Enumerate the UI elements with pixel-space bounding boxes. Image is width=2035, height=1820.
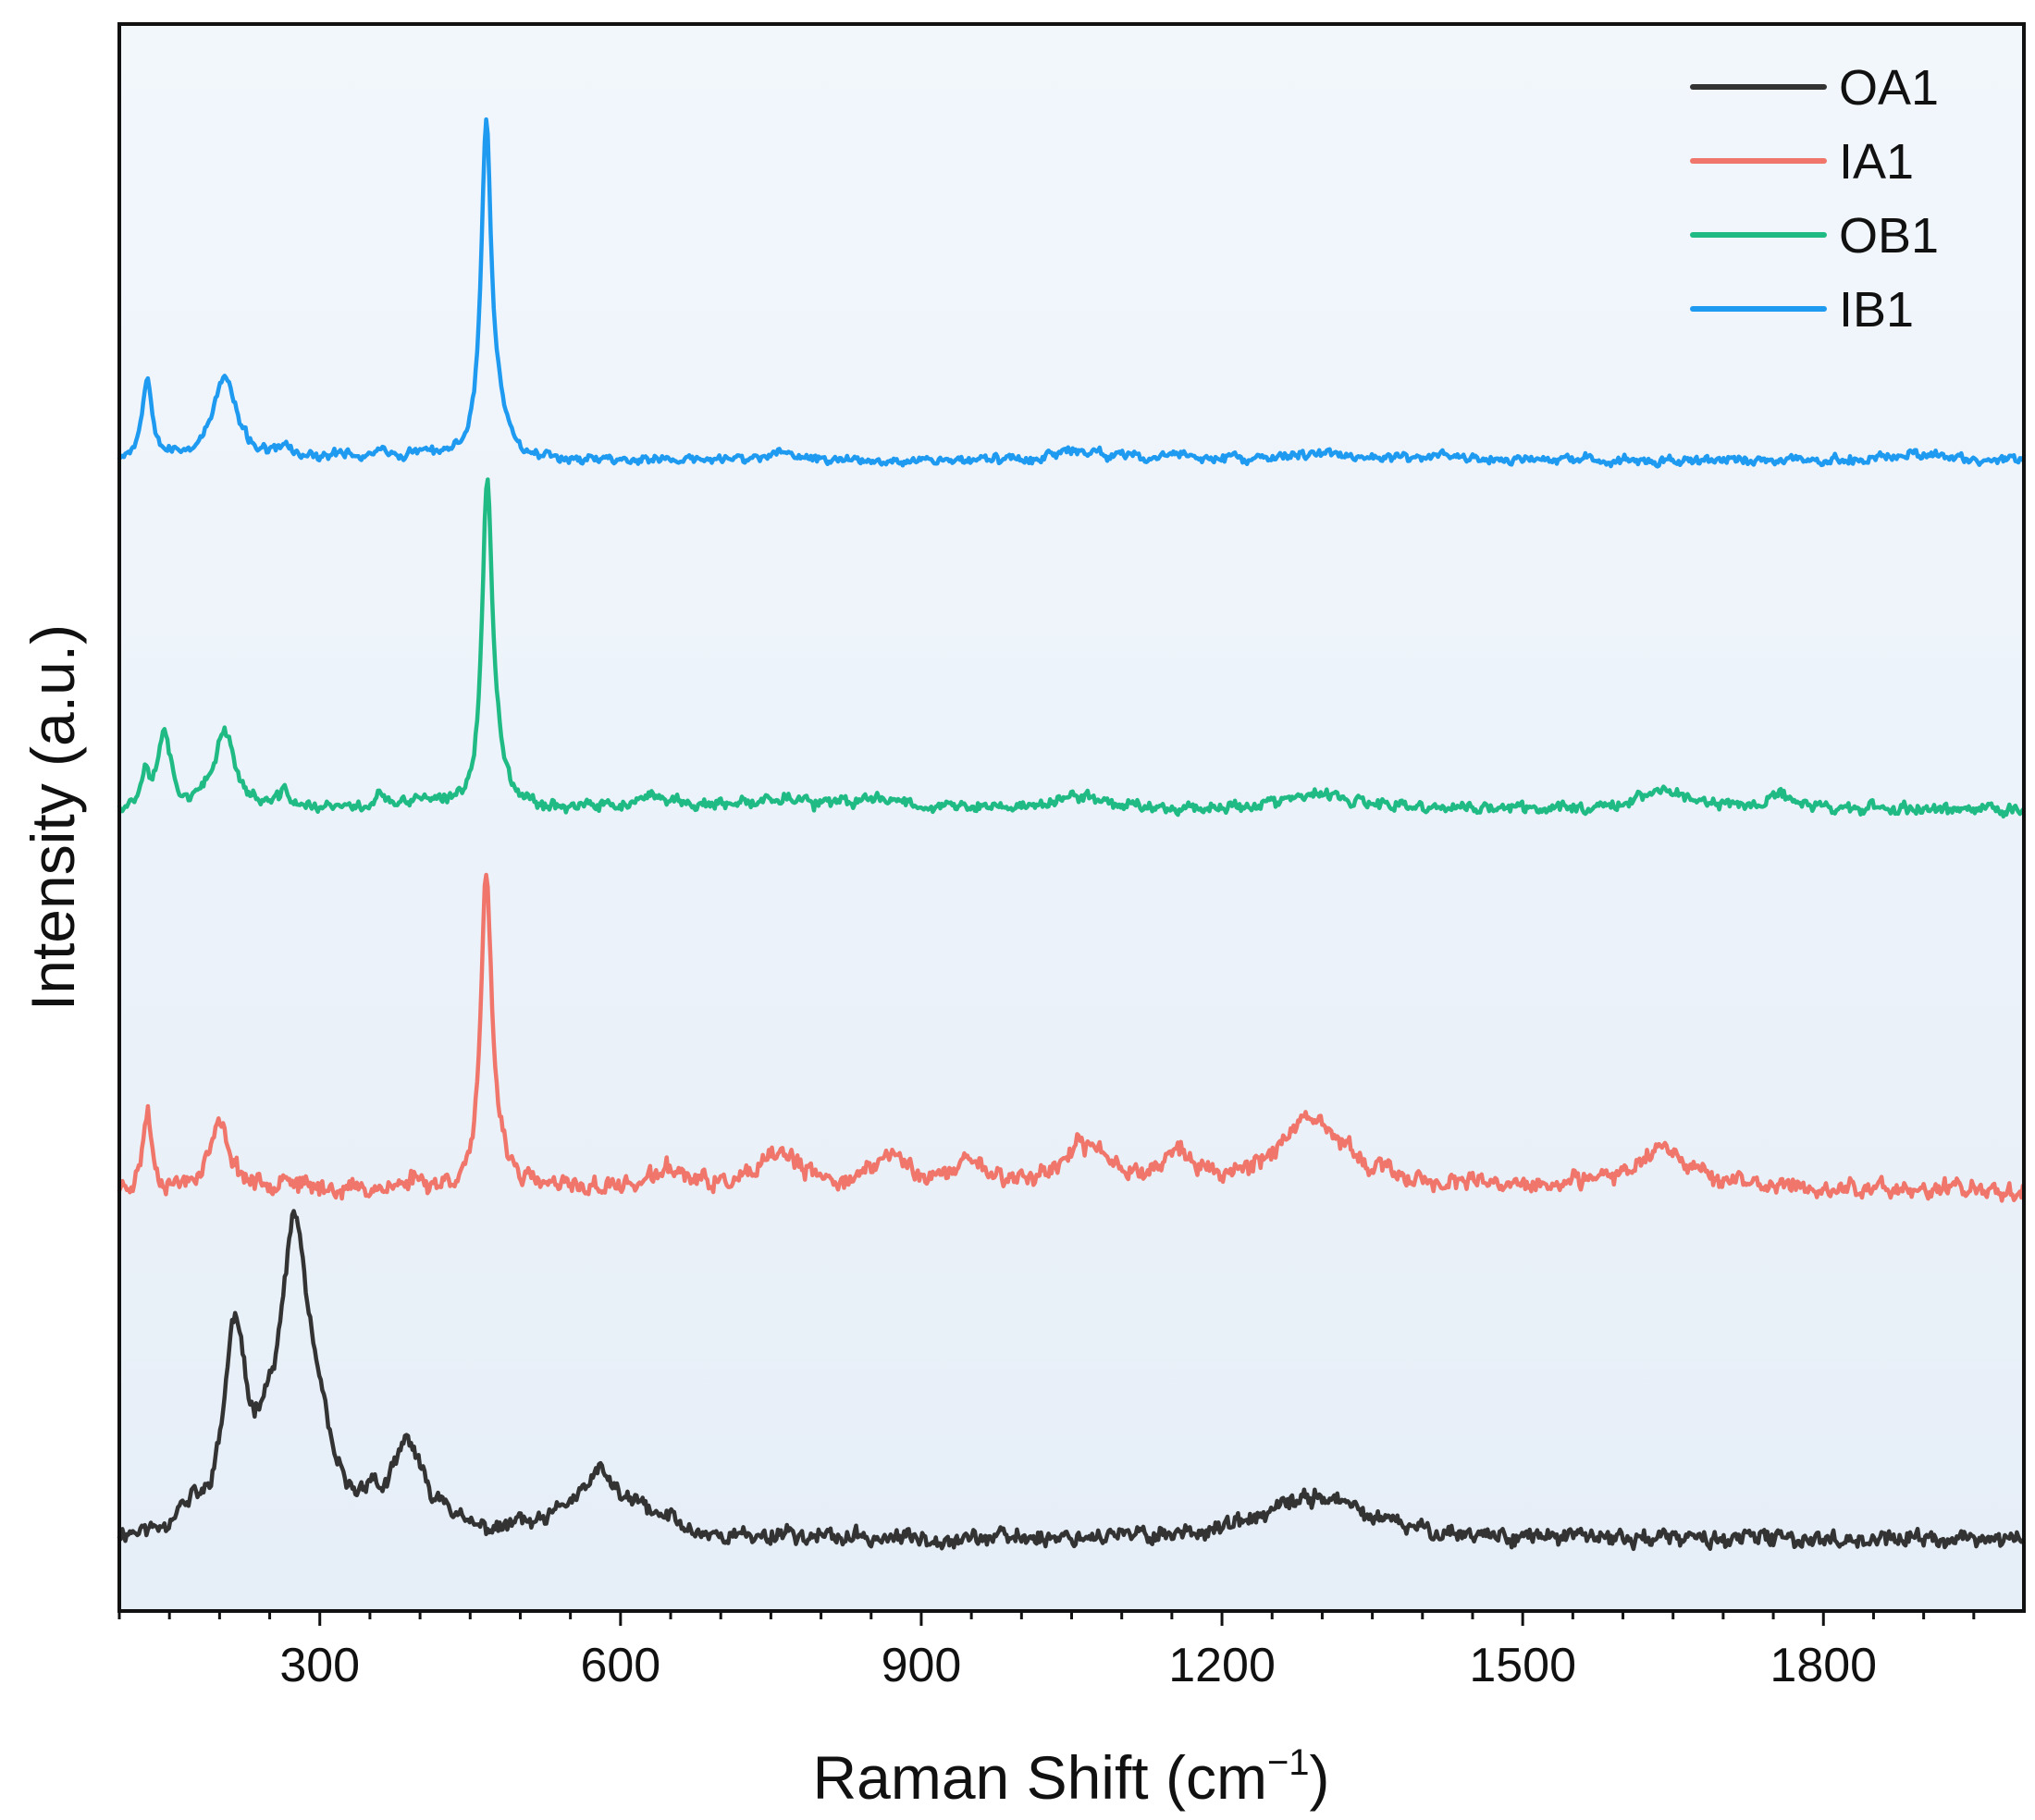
legend-label-ia1: IA1 bbox=[1839, 134, 1914, 190]
legend-item-ia1: IA1 bbox=[1690, 134, 1914, 190]
x-axis-title-superscript: −1 bbox=[1267, 1742, 1310, 1783]
x-tick-label-1200: 1200 bbox=[1168, 1639, 1276, 1692]
legend-item-ib1: IB1 bbox=[1690, 282, 1914, 338]
x-tick-label-900: 900 bbox=[882, 1639, 962, 1692]
legend-item-oa1: OA1 bbox=[1690, 60, 1939, 116]
x-axis-title: Raman Shift (cm−1) bbox=[812, 1742, 1329, 1812]
legend: OA1 IA1 OB1 IB1 bbox=[1690, 60, 1939, 338]
legend-label-ib1: IB1 bbox=[1839, 282, 1914, 338]
x-tick-label-1800: 1800 bbox=[1770, 1639, 1877, 1692]
series-line-ob1 bbox=[117, 477, 2026, 819]
y-axis-title: Intensity (a.u.) bbox=[18, 624, 87, 1011]
series-line-ia1 bbox=[117, 872, 2026, 1203]
x-tick-label-1500: 1500 bbox=[1469, 1639, 1576, 1692]
series-line-oa1 bbox=[117, 1209, 2026, 1552]
x-tick-label-600: 600 bbox=[580, 1639, 660, 1692]
plot-frame bbox=[117, 22, 2026, 1613]
x-axis-title-main: Raman Shift (cm bbox=[812, 1743, 1266, 1812]
plot-area-background bbox=[119, 24, 2024, 1611]
legend-item-ob1: OB1 bbox=[1690, 208, 1939, 264]
x-axis-title-close: ) bbox=[1310, 1743, 1330, 1812]
series-line-ib1 bbox=[117, 117, 2026, 469]
x-tick-labels: 300 600 900 1200 1500 1800 bbox=[279, 1639, 1877, 1692]
x-axis-ticks bbox=[117, 1611, 1976, 1626]
series-layer bbox=[117, 117, 2026, 1552]
legend-label-oa1: OA1 bbox=[1839, 60, 1939, 116]
legend-label-ob1: OB1 bbox=[1839, 208, 1939, 264]
x-tick-label-300: 300 bbox=[279, 1639, 360, 1692]
